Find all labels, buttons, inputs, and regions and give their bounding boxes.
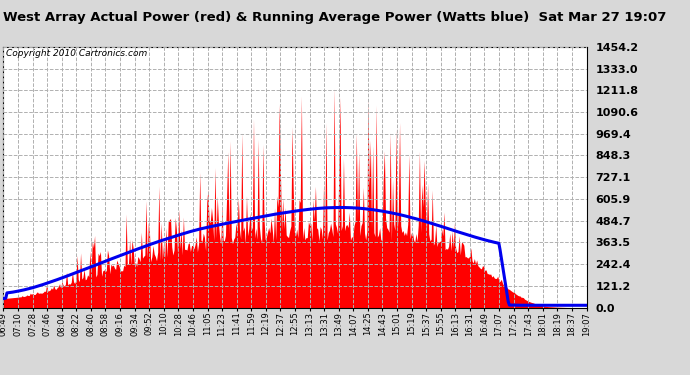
Text: Copyright 2010 Cartronics.com: Copyright 2010 Cartronics.com — [6, 50, 148, 58]
Text: West Array Actual Power (red) & Running Average Power (Watts blue)  Sat Mar 27 1: West Array Actual Power (red) & Running … — [3, 11, 667, 24]
